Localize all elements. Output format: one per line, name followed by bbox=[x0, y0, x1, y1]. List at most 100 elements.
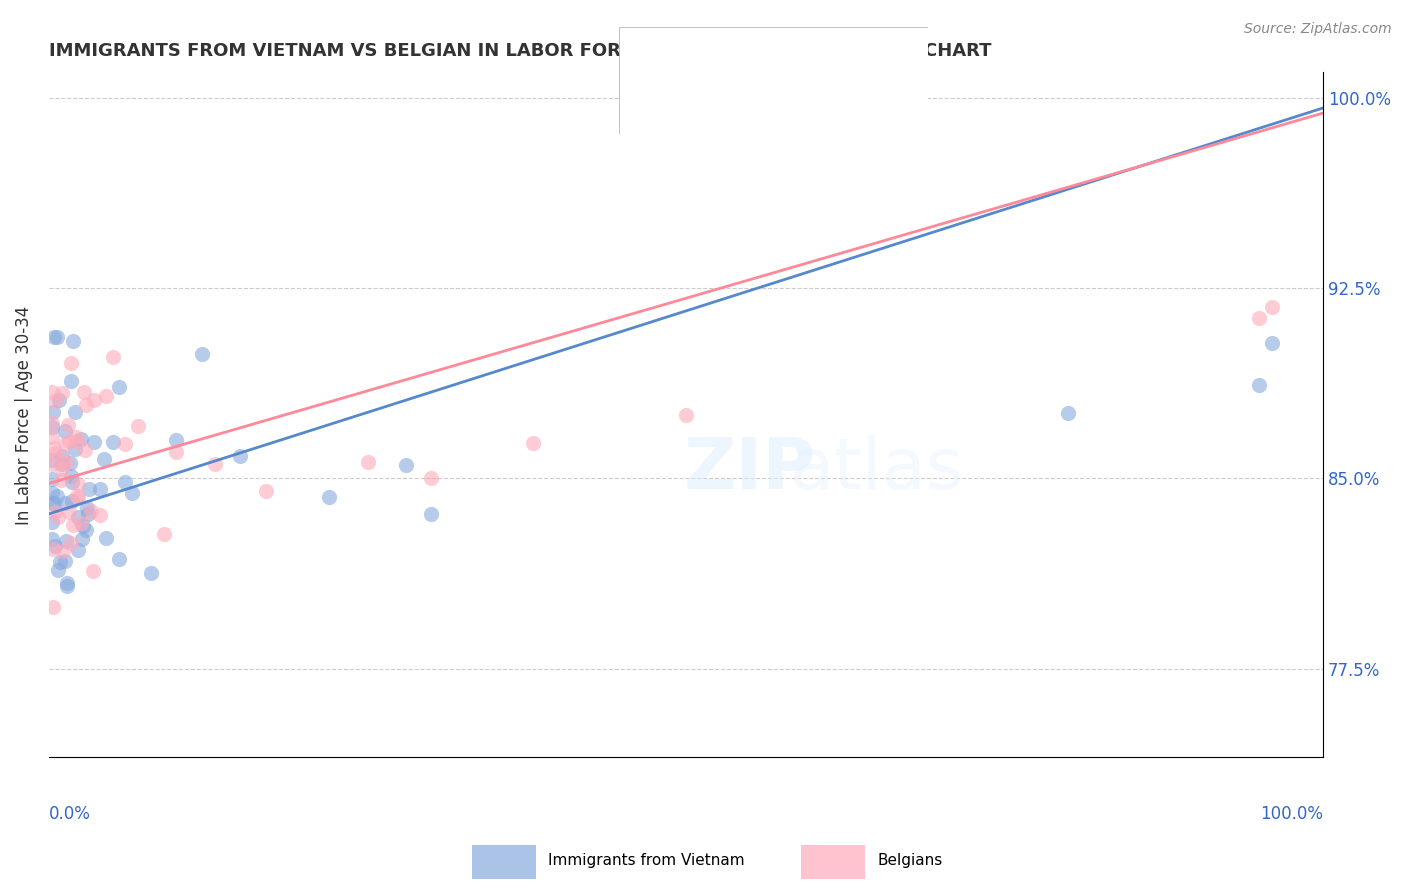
Immigrants from Vietnam bbox=[44, 540, 66, 554]
Immigrants from Vietnam bbox=[42, 330, 65, 344]
Belgians bbox=[75, 443, 97, 458]
Text: R =: R = bbox=[693, 49, 725, 64]
Text: Belgians: Belgians bbox=[877, 854, 942, 868]
Text: ZIP: ZIP bbox=[683, 435, 815, 504]
Belgians bbox=[73, 384, 96, 399]
Belgians bbox=[46, 509, 69, 524]
Immigrants from Vietnam bbox=[59, 469, 82, 483]
Belgians bbox=[41, 384, 63, 399]
Belgians bbox=[65, 430, 87, 444]
Belgians bbox=[44, 393, 66, 408]
Immigrants from Vietnam bbox=[41, 515, 63, 529]
Immigrants from Vietnam bbox=[56, 575, 79, 590]
Immigrants from Vietnam bbox=[55, 534, 77, 549]
Immigrants from Vietnam bbox=[420, 507, 443, 521]
Immigrants from Vietnam bbox=[70, 533, 93, 547]
Immigrants from Vietnam bbox=[89, 483, 111, 497]
Immigrants from Vietnam bbox=[191, 347, 214, 361]
Belgians bbox=[42, 541, 65, 556]
Immigrants from Vietnam bbox=[108, 379, 131, 393]
Belgians bbox=[41, 416, 63, 430]
Belgians bbox=[82, 564, 104, 578]
Immigrants from Vietnam bbox=[56, 579, 79, 593]
Belgians bbox=[62, 518, 84, 533]
Belgians bbox=[94, 389, 117, 403]
Immigrants from Vietnam bbox=[77, 507, 100, 521]
Immigrants from Vietnam bbox=[41, 486, 63, 500]
Belgians bbox=[70, 516, 93, 530]
Belgians bbox=[80, 504, 103, 518]
Belgians bbox=[53, 436, 76, 450]
Immigrants from Vietnam bbox=[67, 510, 90, 524]
Belgians bbox=[675, 408, 697, 422]
Immigrants from Vietnam bbox=[83, 435, 105, 450]
Immigrants from Vietnam bbox=[165, 433, 187, 447]
Belgians bbox=[51, 462, 73, 476]
Text: 51: 51 bbox=[856, 97, 877, 112]
Immigrants from Vietnam bbox=[41, 496, 63, 510]
Immigrants from Vietnam bbox=[41, 420, 63, 434]
Immigrants from Vietnam bbox=[101, 435, 124, 450]
Immigrants from Vietnam bbox=[96, 531, 118, 545]
Belgians bbox=[75, 398, 97, 412]
Belgians bbox=[51, 385, 73, 400]
Belgians bbox=[58, 505, 80, 519]
Text: Source: ZipAtlas.com: Source: ZipAtlas.com bbox=[1244, 22, 1392, 37]
Belgians bbox=[56, 417, 79, 432]
Immigrants from Vietnam bbox=[59, 456, 82, 470]
Immigrants from Vietnam bbox=[53, 496, 76, 510]
Immigrants from Vietnam bbox=[1261, 336, 1284, 351]
Immigrants from Vietnam bbox=[55, 424, 77, 438]
Belgians bbox=[52, 543, 75, 558]
FancyBboxPatch shape bbox=[631, 89, 681, 123]
Immigrants from Vietnam bbox=[69, 432, 91, 446]
Belgians bbox=[42, 600, 65, 615]
Belgians bbox=[41, 430, 63, 444]
Belgians bbox=[1249, 310, 1271, 325]
Immigrants from Vietnam bbox=[395, 458, 418, 472]
Belgians bbox=[522, 436, 544, 450]
Belgians bbox=[356, 455, 378, 469]
FancyBboxPatch shape bbox=[801, 846, 865, 879]
FancyBboxPatch shape bbox=[619, 27, 928, 134]
Belgians bbox=[204, 458, 226, 472]
Belgians bbox=[60, 356, 83, 370]
Y-axis label: In Labor Force | Age 30-34: In Labor Force | Age 30-34 bbox=[15, 305, 32, 524]
Text: 0.429: 0.429 bbox=[737, 97, 785, 112]
Text: N =: N = bbox=[814, 49, 848, 64]
Belgians bbox=[41, 458, 63, 472]
Immigrants from Vietnam bbox=[1057, 406, 1080, 420]
Text: IMMIGRANTS FROM VIETNAM VS BELGIAN IN LABOR FORCE | AGE 30-34 CORRELATION CHART: IMMIGRANTS FROM VIETNAM VS BELGIAN IN LA… bbox=[49, 42, 991, 60]
Immigrants from Vietnam bbox=[48, 392, 70, 407]
Belgians bbox=[420, 471, 443, 485]
Immigrants from Vietnam bbox=[60, 374, 83, 388]
Belgians bbox=[59, 536, 82, 550]
FancyBboxPatch shape bbox=[631, 41, 681, 75]
Immigrants from Vietnam bbox=[66, 542, 89, 557]
Immigrants from Vietnam bbox=[93, 452, 115, 467]
Immigrants from Vietnam bbox=[114, 475, 136, 489]
Text: 100.0%: 100.0% bbox=[1260, 805, 1323, 823]
Text: Immigrants from Vietnam: Immigrants from Vietnam bbox=[548, 854, 745, 868]
Immigrants from Vietnam bbox=[46, 563, 69, 577]
Text: 0.0%: 0.0% bbox=[49, 805, 91, 823]
Immigrants from Vietnam bbox=[63, 404, 86, 418]
Immigrants from Vietnam bbox=[72, 519, 94, 533]
Text: N =: N = bbox=[814, 97, 848, 112]
Belgians bbox=[83, 392, 105, 407]
Immigrants from Vietnam bbox=[41, 472, 63, 486]
Immigrants from Vietnam bbox=[42, 496, 65, 510]
Immigrants from Vietnam bbox=[60, 493, 83, 508]
Immigrants from Vietnam bbox=[45, 489, 67, 503]
Immigrants from Vietnam bbox=[62, 334, 84, 348]
FancyBboxPatch shape bbox=[472, 846, 536, 879]
Belgians bbox=[55, 455, 77, 469]
Belgians bbox=[51, 454, 73, 468]
Immigrants from Vietnam bbox=[48, 555, 70, 569]
Text: atlas: atlas bbox=[790, 435, 965, 504]
Belgians bbox=[44, 446, 66, 460]
Belgians bbox=[66, 489, 89, 503]
Belgians bbox=[101, 351, 124, 365]
Immigrants from Vietnam bbox=[318, 490, 340, 504]
Belgians bbox=[89, 508, 111, 523]
